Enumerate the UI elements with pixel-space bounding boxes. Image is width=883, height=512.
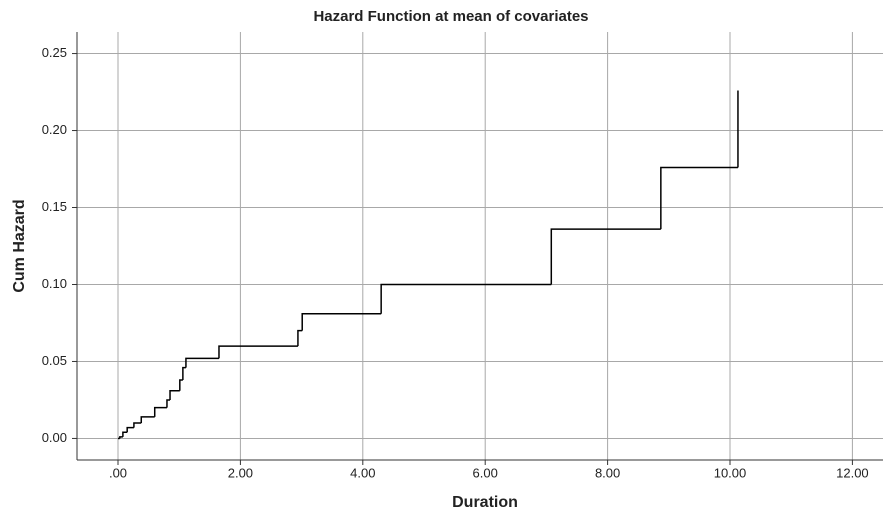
step-segment: [550, 228, 661, 285]
step-segment: [301, 312, 382, 331]
step-segment: [119, 436, 123, 439]
x-tick-label: 10.00: [714, 465, 747, 480]
step-segment: [660, 166, 738, 230]
y-tick-label: 0.20: [42, 122, 67, 137]
x-axis-label: Duration: [452, 494, 518, 511]
step-segment: [218, 345, 298, 359]
step-segment: [133, 422, 142, 428]
x-tick-label: 6.00: [473, 465, 498, 480]
step-segment: [153, 406, 167, 417]
step-segment: [185, 357, 219, 368]
step-segment: [169, 389, 180, 400]
y-axis-label: Cum Hazard: [11, 199, 28, 292]
x-tick-label: 2.00: [228, 465, 253, 480]
step-segment: [380, 283, 552, 314]
y-tick-label: 0.15: [42, 199, 67, 214]
chart-title: Hazard Function at mean of covariates: [313, 8, 588, 25]
step-segment: [126, 426, 134, 433]
step-segment: [122, 431, 128, 437]
x-tick-label: .00: [109, 465, 127, 480]
step-segment: [140, 416, 155, 424]
y-tick-label: 0.00: [42, 430, 67, 445]
y-tick-label: 0.10: [42, 276, 67, 291]
x-tick-label: 4.00: [350, 465, 375, 480]
step-segment: [179, 379, 183, 391]
y-tick-label: 0.25: [42, 45, 67, 60]
x-tick-label: 8.00: [595, 465, 620, 480]
x-tick-label: 12.00: [836, 465, 869, 480]
step-segment: [182, 366, 186, 380]
step-segment: [166, 399, 171, 408]
y-tick-label: 0.05: [42, 353, 67, 368]
step-segment: [297, 329, 303, 347]
